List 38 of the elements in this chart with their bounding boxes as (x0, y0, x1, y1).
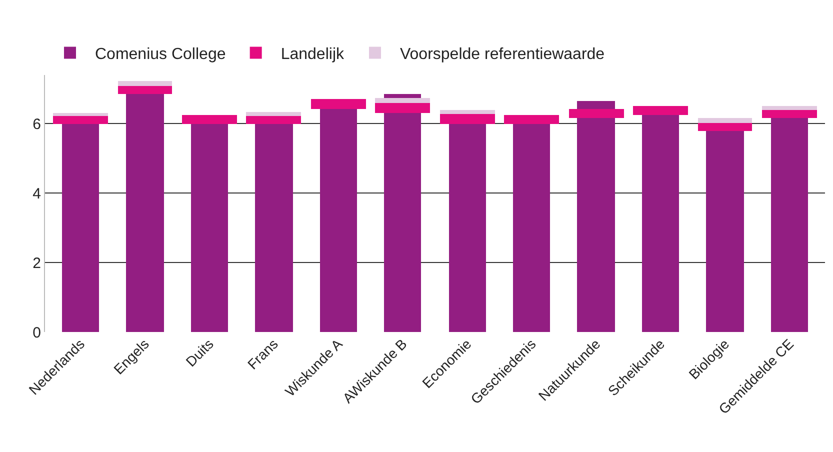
bar (53, 113, 108, 116)
y-tick-label: 4 (32, 185, 41, 202)
legend-label: Comenius College (95, 46, 226, 63)
bar (311, 99, 366, 109)
bar (633, 106, 688, 115)
bar (118, 86, 172, 94)
bar (246, 112, 301, 116)
bar (118, 81, 172, 86)
bar (569, 109, 624, 118)
y-tick-label: 0 (32, 324, 41, 342)
bar (762, 110, 817, 118)
bar (771, 118, 808, 332)
bar (53, 116, 108, 124)
bar (255, 124, 293, 332)
y-tick-label: 2 (32, 254, 41, 272)
bar (384, 94, 421, 332)
bar (375, 98, 430, 103)
legend-label: Voorspelde referentiewaarde (400, 46, 605, 63)
bar (246, 116, 301, 124)
bar (449, 124, 486, 332)
bar (698, 123, 752, 131)
bar (191, 124, 228, 332)
bar (440, 114, 495, 124)
bar (182, 115, 237, 124)
bar (577, 101, 615, 332)
bar (320, 109, 357, 332)
bar (375, 103, 430, 113)
bar (706, 131, 744, 332)
bar (126, 94, 164, 332)
bar (762, 106, 817, 110)
y-tick-label: 6 (32, 116, 41, 133)
bar (440, 110, 495, 114)
bar (513, 124, 550, 332)
bar (504, 115, 559, 124)
bar (62, 124, 99, 332)
bar (642, 115, 679, 332)
bar (698, 118, 752, 123)
legend-label: Landelijk (280, 46, 345, 63)
